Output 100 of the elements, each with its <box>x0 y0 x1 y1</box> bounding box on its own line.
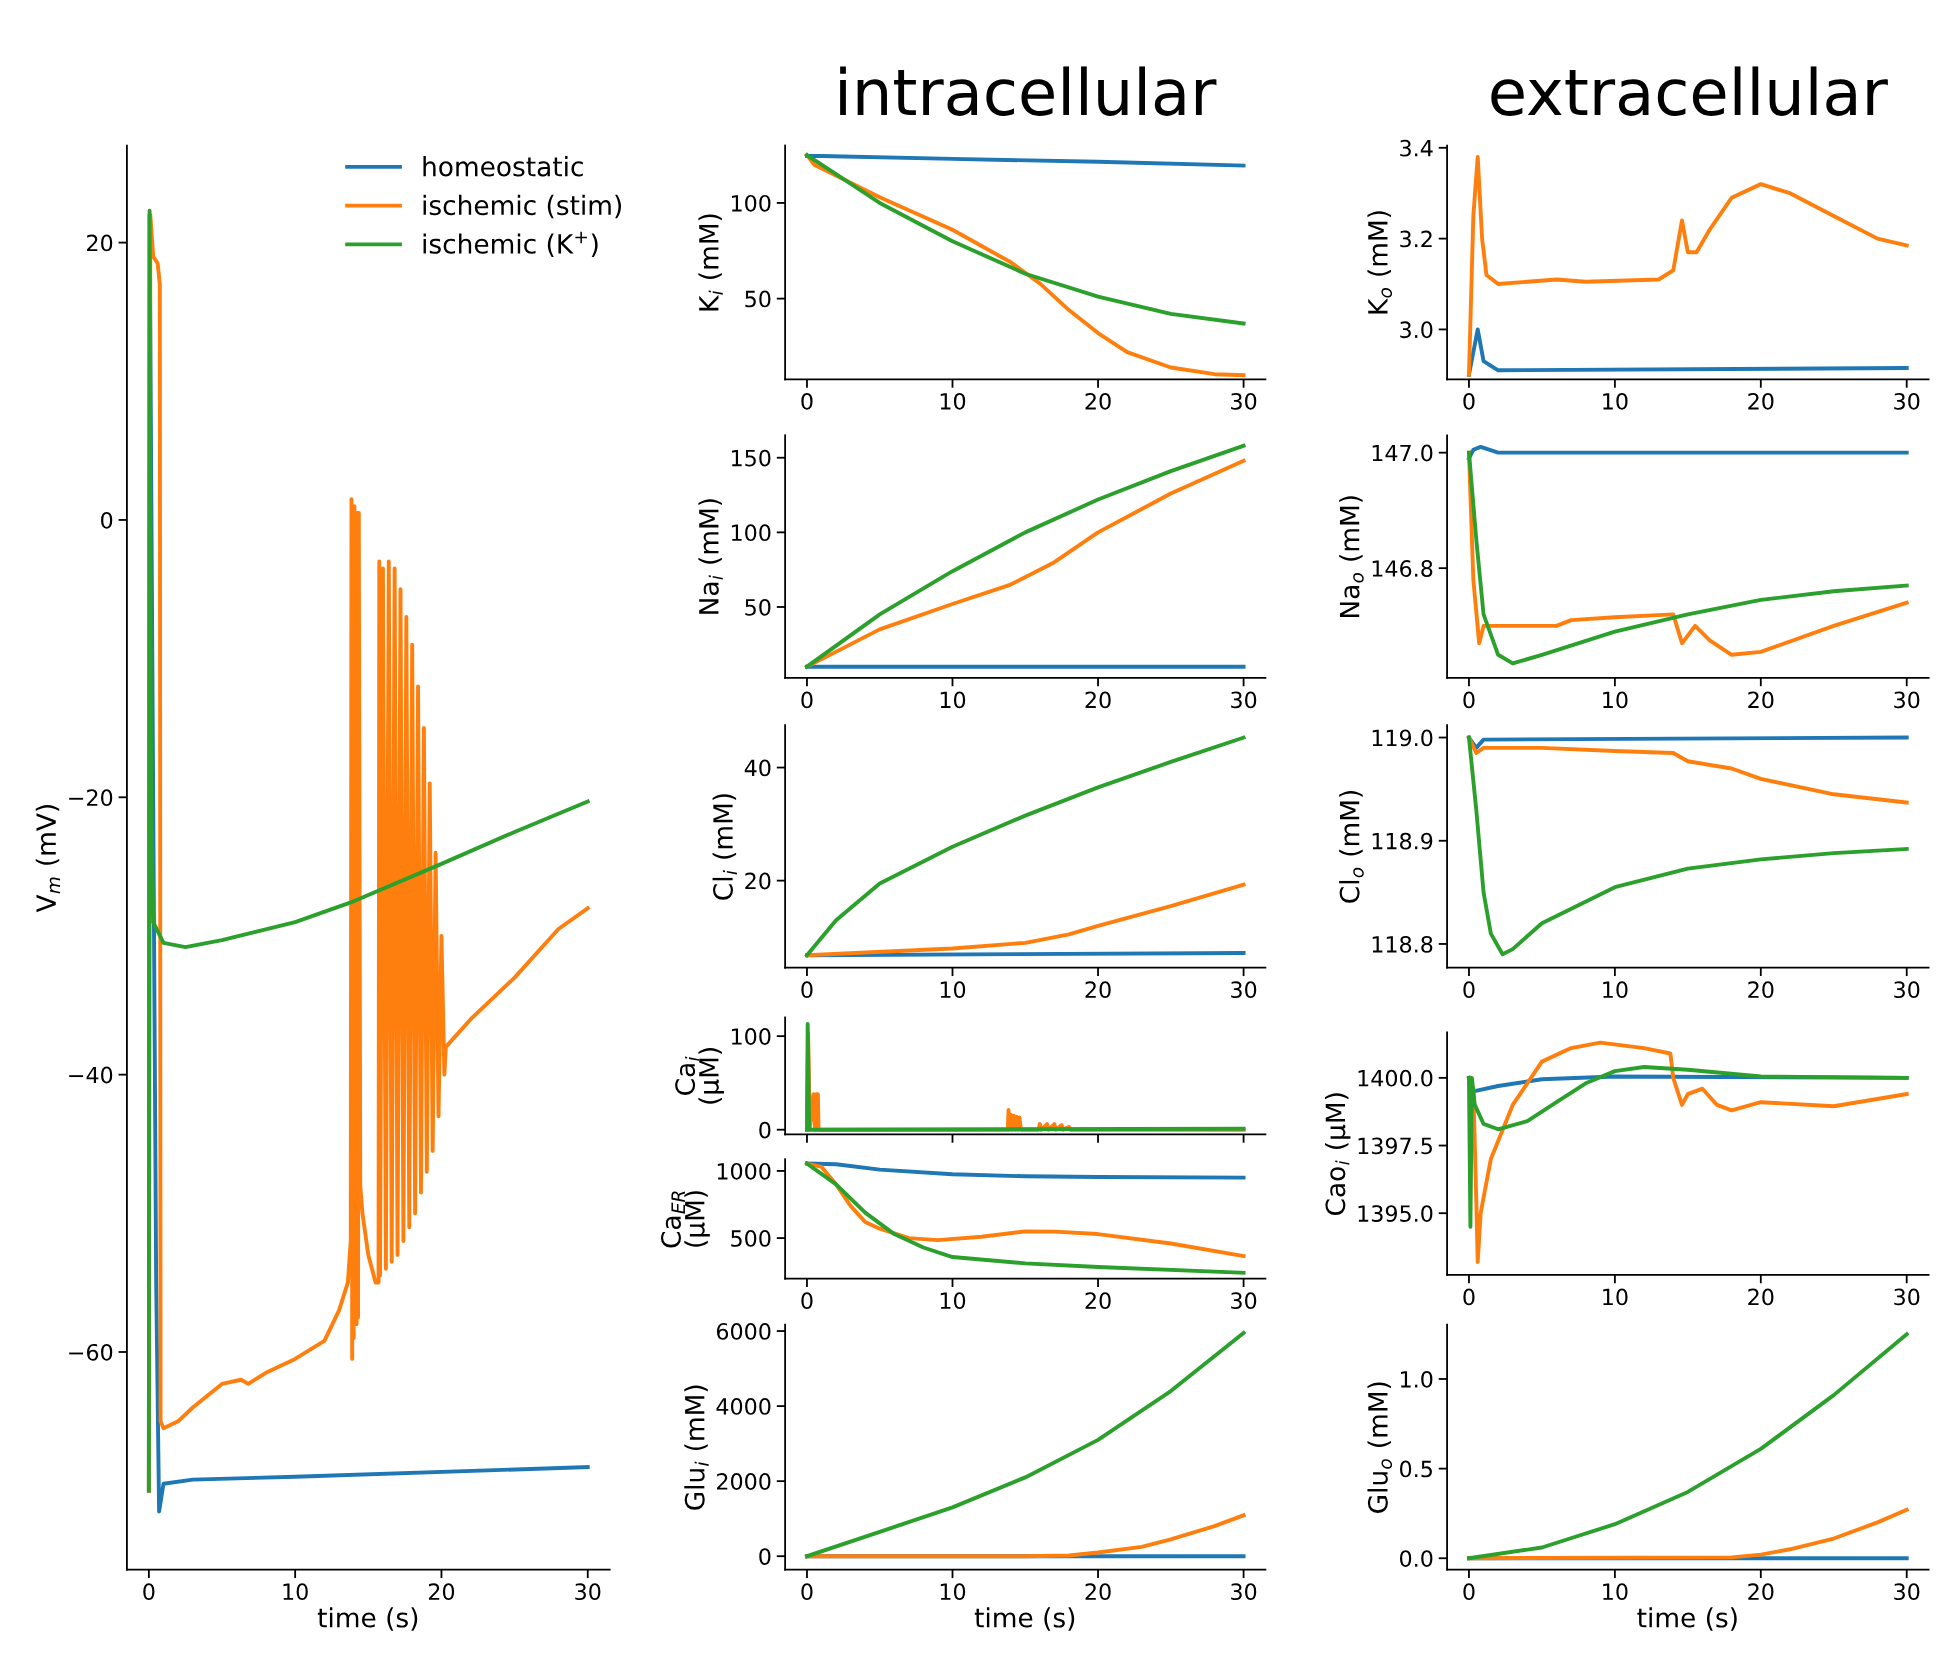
x-tick-label: 10 <box>940 981 966 999</box>
x-tick-label: 0 <box>1463 392 1475 410</box>
x-tick-label: 20 <box>1085 691 1111 709</box>
legend-label: ischemic (stim) <box>423 194 622 219</box>
x-tick-label: 0 <box>1463 691 1475 709</box>
y-tick-label: 3.0 <box>1400 321 1433 339</box>
x-tick-label: 0 <box>801 691 813 709</box>
y-axis-title: Glu$_{o}$ (mM) <box>1367 1382 1393 1513</box>
x-tick-label: 10 <box>940 1292 966 1310</box>
x-tick-label: 10 <box>1603 392 1628 410</box>
y-tick-label: 100 <box>731 194 771 212</box>
x-tick-label: 20 <box>428 1583 455 1601</box>
y-tick-label: 150 <box>731 449 771 467</box>
x-tick-label: 0 <box>801 1292 813 1310</box>
legend-label: homeostatic <box>423 156 583 177</box>
x-tick-label: 10 <box>940 1583 966 1601</box>
x-tick-label: 30 <box>1894 981 1920 999</box>
x-tick-label: 30 <box>1894 392 1920 410</box>
line-series <box>1467 735 1909 805</box>
x-tick-label: 20 <box>1748 1583 1774 1601</box>
x-tick-label: 0 <box>801 981 813 999</box>
y-axis-title: Ca$_{i}$ (μM) <box>675 1048 724 1104</box>
x-axis-title: time (s) <box>974 1607 1075 1631</box>
x-tick-label: 10 <box>940 392 966 410</box>
x-tick-label: 0 <box>801 392 813 410</box>
y-tick-label: 1000 <box>717 1162 771 1180</box>
legend-label: ischemic (K$^{+}$) <box>423 231 598 257</box>
y-axis-title: Na$_{o}$ (mM) <box>1339 496 1364 617</box>
line-series <box>1467 1065 1909 1229</box>
y-axis-title: Na$_{i}$ (mM) <box>698 499 723 614</box>
y-tick-label: 500 <box>731 1230 771 1247</box>
y-tick-label: 0.0 <box>1400 1550 1433 1567</box>
x-axis-title: time (s) <box>1637 1607 1737 1631</box>
y-tick-label: 3.2 <box>1400 230 1432 248</box>
x-tick-label: 30 <box>1894 691 1920 709</box>
y-tick-label: 146.8 <box>1372 560 1433 577</box>
x-tick-label: 10 <box>1603 981 1628 999</box>
y-tick-label: 1400.0 <box>1358 1069 1433 1087</box>
x-tick-label: 0 <box>1463 1288 1475 1306</box>
x-tick-label: 20 <box>1085 392 1111 410</box>
x-tick-label: 20 <box>1748 691 1774 709</box>
line-series <box>1467 154 1909 377</box>
y-tick-label: 118.8 <box>1372 935 1433 953</box>
y-axis-title: Glu$_{i}$ (mM) <box>684 1385 709 1510</box>
line-series <box>1467 1332 1909 1561</box>
x-tick-label: 20 <box>1748 981 1774 999</box>
line-series <box>805 735 1246 958</box>
y-axis-title: Ca$_{ER}$ (μM) <box>661 1191 710 1248</box>
y-axis-title: K$_{i}$ (mM) <box>698 214 723 311</box>
y-axis-title: Cl$_{i}$ (mM) <box>712 794 737 900</box>
y-tick-label: 0 <box>101 511 113 529</box>
line-series <box>805 1330 1246 1559</box>
x-tick-label: 30 <box>575 1583 601 1601</box>
line-series <box>805 1513 1246 1559</box>
y-tick-label: 119.0 <box>1372 729 1433 747</box>
y-tick-label: 1397.5 <box>1358 1137 1432 1155</box>
x-tick-label: 30 <box>1894 1583 1920 1601</box>
line-series <box>1467 735 1909 957</box>
x-tick-label: 10 <box>1603 1288 1628 1306</box>
x-tick-label: 20 <box>1748 1288 1774 1306</box>
y-tick-label: 118.9 <box>1372 832 1433 850</box>
y-tick-label: 147.0 <box>1372 444 1433 462</box>
y-tick-label: 40 <box>744 759 771 777</box>
y-tick-label: 0 <box>759 1548 771 1565</box>
y-tick-label: 1395.0 <box>1358 1205 1433 1222</box>
chart-title: extracellular <box>1491 66 1888 116</box>
x-tick-label: 20 <box>1085 1292 1111 1310</box>
y-tick-label: 3.4 <box>1400 139 1433 157</box>
y-tick-label: 0 <box>759 1121 771 1139</box>
x-axis-title: time (s) <box>317 1607 418 1631</box>
y-tick-label: 1.0 <box>1400 1370 1433 1388</box>
x-tick-label: 30 <box>1894 1288 1920 1306</box>
x-tick-label: 30 <box>1231 1583 1257 1601</box>
x-tick-label: 0 <box>143 1583 155 1601</box>
y-tick-label: 20 <box>87 234 113 252</box>
x-tick-label: 0 <box>1463 981 1475 999</box>
y-tick-label: 4000 <box>716 1398 771 1415</box>
x-tick-label: 20 <box>1748 392 1774 410</box>
y-tick-label: −60 <box>69 1343 113 1361</box>
chart-title: intracellular <box>840 66 1217 116</box>
x-tick-label: 10 <box>1603 691 1628 709</box>
x-tick-label: 10 <box>1603 1583 1628 1601</box>
x-tick-label: 0 <box>801 1583 813 1601</box>
y-axis-title: Cao$_{i}$ (μM) <box>1324 1093 1351 1215</box>
line-series <box>805 153 1246 326</box>
x-tick-label: 20 <box>1085 1583 1111 1601</box>
y-tick-label: 100 <box>731 1028 771 1045</box>
y-tick-label: 50 <box>745 598 771 616</box>
x-tick-label: 20 <box>1085 981 1111 999</box>
y-tick-label: 100 <box>731 524 771 542</box>
y-axis-title: Cl$_{o}$ (mM) <box>1339 791 1364 903</box>
x-tick-label: 30 <box>1231 981 1257 999</box>
y-tick-label: −40 <box>69 1066 113 1084</box>
x-tick-label: 30 <box>1231 1292 1257 1310</box>
y-tick-label: 0.5 <box>1400 1460 1432 1478</box>
line-series <box>805 154 1246 168</box>
x-tick-label: 0 <box>1463 1583 1475 1601</box>
y-tick-label: 50 <box>745 290 771 308</box>
x-tick-label: 30 <box>1231 392 1257 410</box>
x-tick-label: 10 <box>940 691 966 709</box>
